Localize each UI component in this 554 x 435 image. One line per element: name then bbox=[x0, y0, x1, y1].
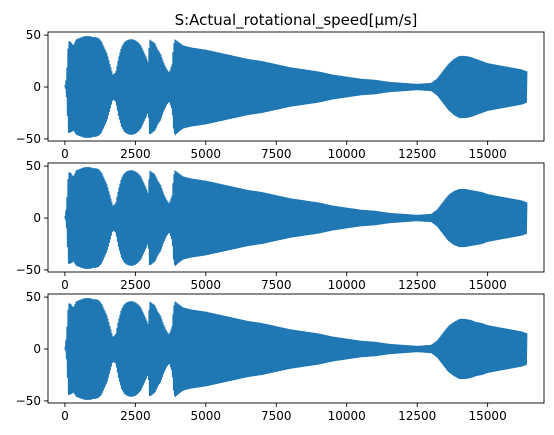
y-tick-label: 50 bbox=[26, 28, 41, 42]
x-tick-label: 10000 bbox=[328, 278, 366, 292]
x-tick-label: 5000 bbox=[191, 147, 222, 161]
subplot-3: 0 2500 5000 7500 10000 12500 15000 −50 0 50 bbox=[16, 290, 545, 423]
x-tick-label: 12500 bbox=[398, 409, 436, 423]
x-tick-label: 2500 bbox=[120, 147, 151, 161]
x-tick-label: 2500 bbox=[120, 278, 151, 292]
x-tick-label: 5000 bbox=[191, 409, 222, 423]
x-tick-label: 10000 bbox=[328, 147, 366, 161]
series-line bbox=[64, 298, 528, 400]
x-tick-label: 10000 bbox=[328, 409, 366, 423]
series-line bbox=[64, 36, 528, 138]
x-tick-label: 15000 bbox=[469, 278, 507, 292]
x-tick-label: 15000 bbox=[469, 147, 507, 161]
y-tick-label: 50 bbox=[26, 159, 41, 173]
subplot-2: 0 2500 5000 7500 10000 12500 15000 −50 0 50 bbox=[16, 159, 545, 292]
y-tick-label: −50 bbox=[16, 394, 41, 408]
x-tick-label: 0 bbox=[61, 409, 69, 423]
y-tick-label: −50 bbox=[16, 132, 41, 146]
axes-frame bbox=[47, 293, 545, 404]
chart-title: S:Actual_rotational_speed[µm/s] bbox=[175, 11, 418, 30]
x-tick-label: 12500 bbox=[398, 278, 436, 292]
x-tick-label: 0 bbox=[61, 278, 69, 292]
x-tick-label: 7500 bbox=[261, 147, 292, 161]
x-tick-label: 12500 bbox=[398, 147, 436, 161]
y-tick-label: 50 bbox=[26, 290, 41, 304]
y-tick-label: 0 bbox=[33, 342, 41, 356]
series-line bbox=[64, 167, 528, 269]
x-tick-label: 5000 bbox=[191, 278, 222, 292]
x-tick-label: 2500 bbox=[120, 409, 151, 423]
x-tick-label: 0 bbox=[61, 147, 69, 161]
y-tick-label: 0 bbox=[33, 80, 41, 94]
x-tick-label: 15000 bbox=[469, 409, 507, 423]
y-tick-label: −50 bbox=[16, 263, 41, 277]
x-tick-label: 7500 bbox=[261, 278, 292, 292]
axes-frame bbox=[47, 162, 545, 273]
y-tick-label: 0 bbox=[33, 211, 41, 225]
subplot-1: 0 2500 5000 7500 10000 12500 15000 −50 0 50 bbox=[16, 28, 545, 161]
x-tick-label: 7500 bbox=[261, 409, 292, 423]
axes-frame bbox=[47, 31, 545, 142]
